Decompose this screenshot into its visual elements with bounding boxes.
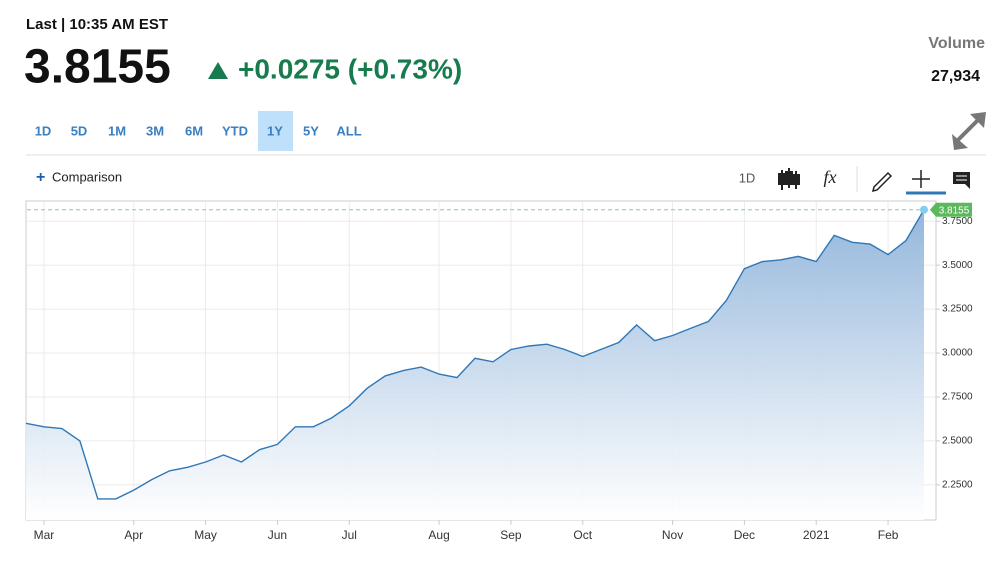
last-label: Last | 10:35 AM EST: [26, 16, 168, 33]
x-tick-label: Nov: [662, 528, 683, 542]
y-tick-label: 2.2500: [942, 479, 973, 490]
price-change: +0.0275 (+0.73%): [238, 53, 462, 84]
x-tick-label: May: [194, 528, 217, 542]
x-tick-label: Apr: [124, 528, 143, 542]
fx-icon[interactable]: fx: [824, 167, 837, 187]
plus-icon: +: [36, 169, 45, 186]
y-tick-label: 3.0000: [942, 348, 973, 359]
comparison-button[interactable]: Comparison: [52, 169, 122, 184]
range-button[interactable]: 1D: [35, 123, 52, 138]
last-point: [920, 205, 928, 214]
last-price-label: 3.8155: [939, 205, 970, 216]
range-button[interactable]: 1Y: [267, 123, 283, 138]
x-tick-label: Jul: [342, 528, 357, 542]
comment-icon[interactable]: [953, 172, 970, 189]
x-tick-label: Dec: [734, 528, 755, 542]
y-tick-label: 2.5000: [942, 436, 973, 447]
range-button[interactable]: YTD: [222, 123, 248, 138]
x-tick-label: Jun: [268, 528, 287, 542]
x-tick-label: Oct: [573, 528, 592, 542]
price-line: [25, 209, 925, 500]
volume-label: Volume: [928, 35, 985, 52]
range-button[interactable]: 5D: [71, 123, 88, 138]
area-fill: [26, 209, 924, 520]
range-button[interactable]: 1M: [108, 123, 126, 138]
candle-icon[interactable]: [778, 168, 800, 190]
plot: 2.2500 2.5000 2.7500 3.0000 3.2500 3.5000 3.75…: [25, 202, 973, 542]
x-tick-label: Aug: [428, 528, 449, 542]
range-button[interactable]: 3M: [146, 123, 164, 138]
range-button[interactable]: 5Y: [303, 123, 319, 138]
interval-button[interactable]: 1D: [739, 170, 756, 185]
expand-icon[interactable]: [952, 112, 986, 150]
up-arrow: [208, 62, 228, 79]
price: 3.8155: [24, 41, 171, 94]
range-buttons: 1D 5D 1M 3M 6M YTD 1Y 5Y ALL: [35, 111, 362, 151]
y-tick-label: 3.7500: [942, 216, 973, 227]
x-tick-label: Mar: [34, 528, 55, 542]
x-tick-label: 2021: [803, 528, 830, 542]
last-price-badge: [930, 202, 972, 217]
y-tick-label: 3.2500: [942, 304, 973, 315]
crosshair-icon[interactable]: [912, 170, 930, 188]
draw-icon[interactable]: [871, 171, 893, 193]
range-button[interactable]: 6M: [185, 123, 203, 138]
range-selected-bg: [258, 111, 293, 151]
y-tick-label: 3.5000: [942, 260, 973, 271]
y-tick-label: 2.7500: [942, 392, 973, 403]
x-tick-label: Sep: [500, 528, 522, 542]
range-button[interactable]: ALL: [336, 123, 361, 138]
volume: 27,934: [931, 68, 980, 85]
x-tick-label: Feb: [878, 528, 899, 542]
